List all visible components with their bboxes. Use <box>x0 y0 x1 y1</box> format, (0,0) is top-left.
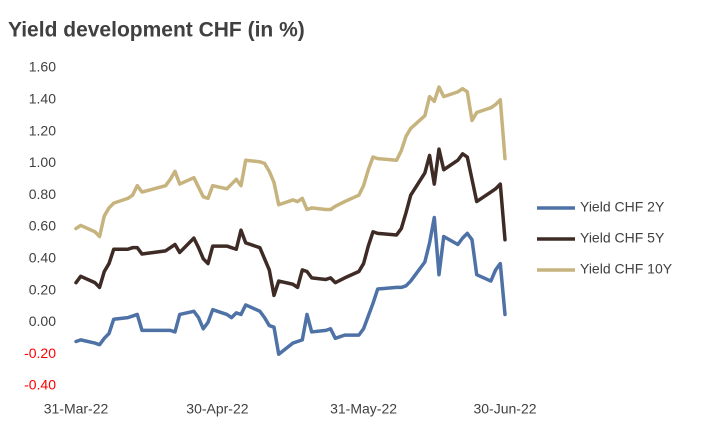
y-tick-label: -0.40 <box>24 377 56 393</box>
y-tick-label: 0.80 <box>29 186 56 202</box>
series-line <box>74 147 507 298</box>
y-tick-label: 1.00 <box>29 154 56 170</box>
legend-label: Yield CHF 10Y <box>580 261 673 277</box>
y-tick-label: 1.60 <box>29 59 56 75</box>
y-tick-label: 0.20 <box>29 281 56 297</box>
series-line <box>74 85 507 239</box>
y-tick-label: -0.20 <box>24 345 56 361</box>
y-tick-label: 1.20 <box>29 122 56 138</box>
legend-label: Yield CHF 5Y <box>580 230 665 246</box>
x-tick-label: 31-Mar-22 <box>44 401 109 417</box>
y-tick-label: 0.60 <box>29 218 56 234</box>
x-tick-label: 30-Jun-22 <box>473 401 536 417</box>
y-tick-label: 0.00 <box>29 313 56 329</box>
x-tick-label: 31-May-22 <box>330 401 397 417</box>
y-tick-label: 1.40 <box>29 91 56 107</box>
x-tick-label: 30-Apr-22 <box>186 401 248 417</box>
series-line <box>74 215 507 356</box>
y-tick-label: 0.40 <box>29 250 56 266</box>
legend-label: Yield CHF 2Y <box>580 199 665 215</box>
chart-title: Yield development CHF (in %) <box>8 19 305 42</box>
